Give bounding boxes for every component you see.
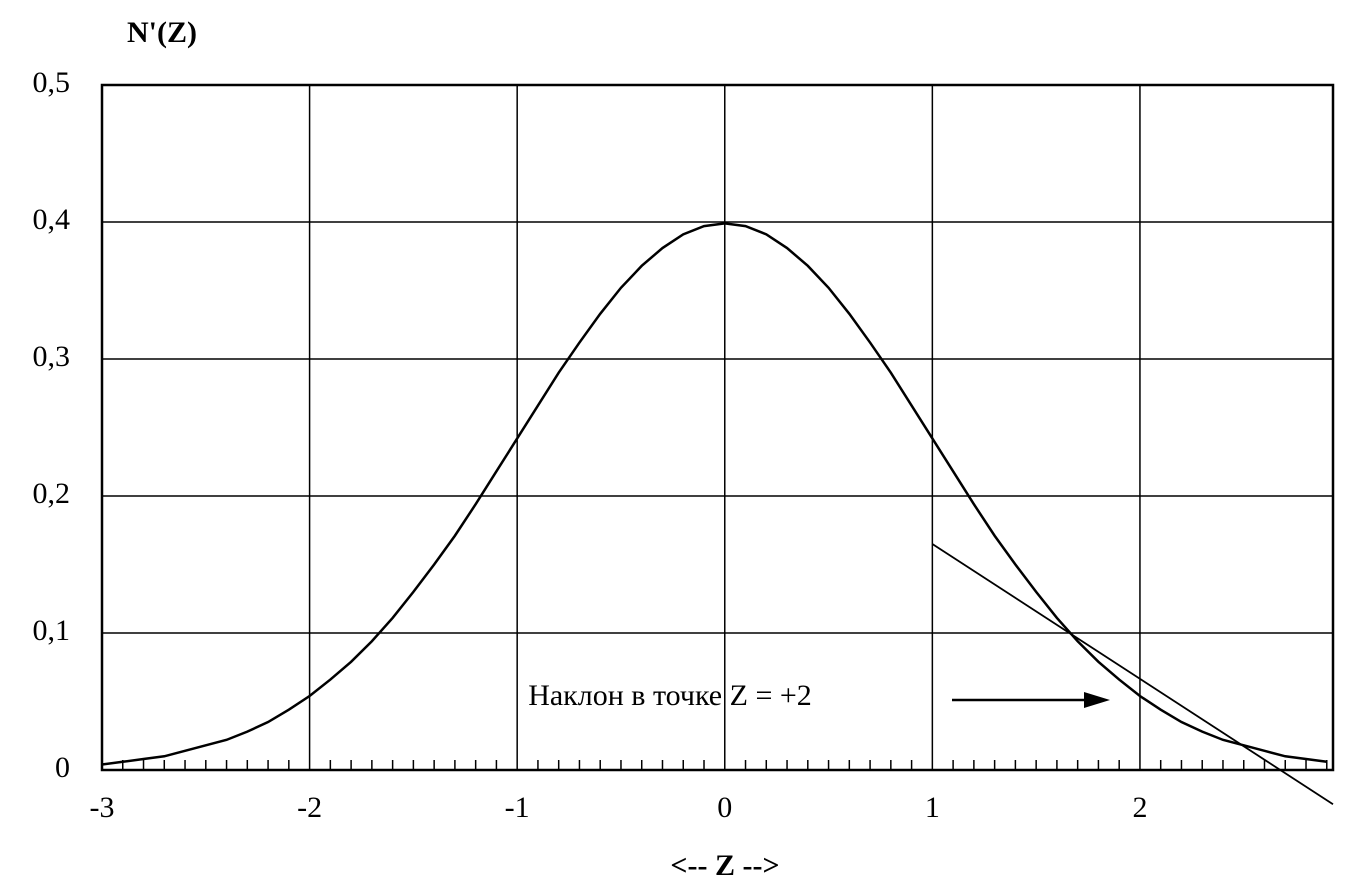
x-tick-label: -3 [90,791,115,824]
y-tick-label: 0,1 [33,614,71,647]
y-tick-label: 0,2 [33,477,71,510]
x-axis-label: <-- Z --> [670,849,779,882]
y-tick-label: 0 [55,751,70,784]
y-axis-label: N'(Z) [127,16,197,49]
y-tick-label: 0,4 [33,203,71,236]
x-tick-label: -1 [505,791,530,824]
x-tick-label: 1 [925,791,940,824]
density-curve [101,222,1327,766]
x-tick-label: 2 [1132,791,1147,824]
y-tick-label: 0,3 [33,340,71,373]
annotation: Наклон в точке Z = +2 [528,679,812,712]
x-tick-label: 0 [717,791,732,824]
plot-frame [100,83,1335,772]
tangent-line [931,543,1334,806]
y-tick-label: 0,5 [33,66,71,99]
x-tick-label: -2 [297,791,322,824]
annotation-arrow [952,692,1110,708]
